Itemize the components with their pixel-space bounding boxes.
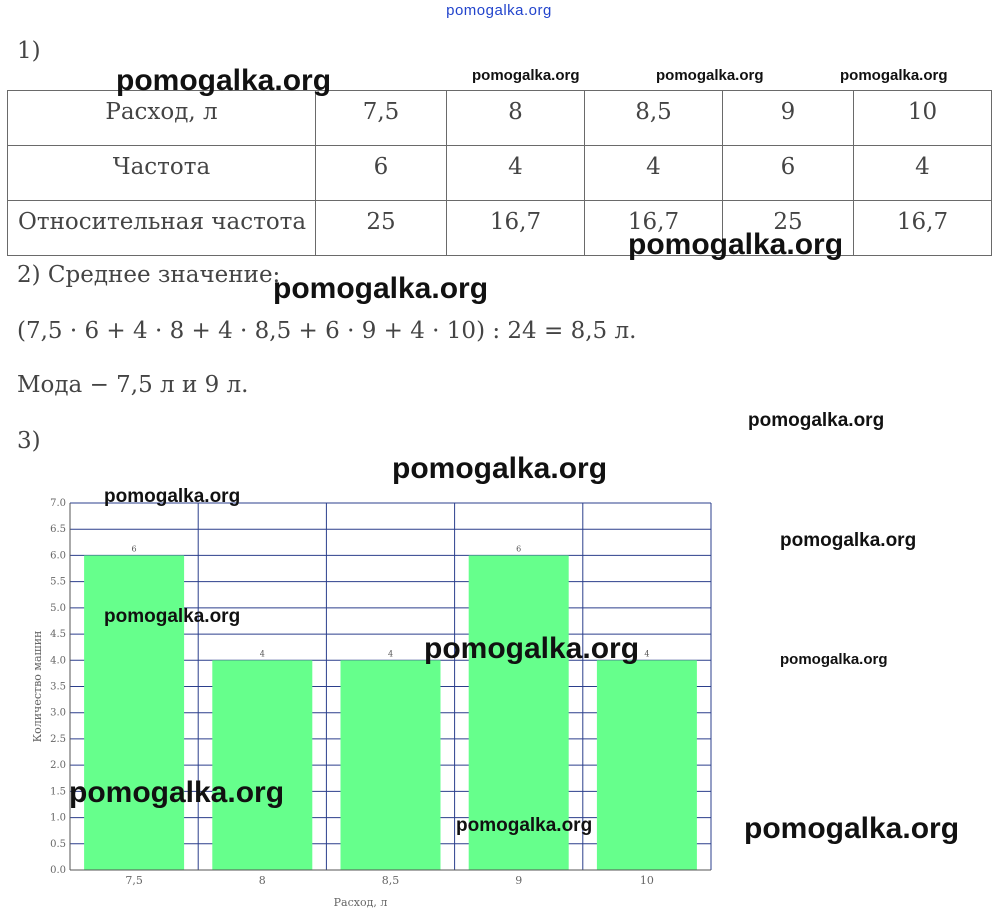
table-row-label: Частота [7,145,316,201]
watermark: pomogalka.org [780,530,917,551]
x-tick-label: 8 [259,874,266,887]
watermark: pomogalka.org [69,776,285,809]
data-label: 6 [132,544,137,553]
table-cell: 4 [584,145,723,201]
bar [596,660,697,870]
y-tick-label: 5.0 [50,603,66,614]
table-row-label: Относительная частота [7,200,316,256]
y-tick-label: 1.5 [50,786,66,797]
watermark: pomogalka.org [392,452,608,485]
y-tick-label: 2.5 [50,734,66,745]
table-cell: 4 [446,145,585,201]
watermark: pomogalka.org [840,67,948,84]
mode-line: Мода − 7,5 л и 9 л. [17,372,249,398]
watermark: pomogalka.org [424,632,640,665]
y-tick-label: 0.5 [50,839,66,850]
site-header-watermark: pomogalka.org [446,2,552,19]
watermark: pomogalka.org [472,67,580,84]
table-cell: 7,5 [315,90,447,146]
x-tick-label: 8,5 [382,874,400,887]
data-label: 4 [260,649,265,658]
table-cell: 8,5 [584,90,723,146]
mean-formula: (7,5 · 6 + 4 · 8 + 4 · 8,5 + 6 · 9 + 4 ·… [17,318,637,344]
data-label: 6 [516,544,521,553]
bar [84,555,185,870]
table-cell: 25 [315,200,447,256]
y-tick-label: 4.0 [50,655,66,666]
bar-chart-svg: 0.0 0.5 1.0 1.5 2.0 2.5 3.0 3.5 4.0 4.5 5.0 5.5 6.0 6… [31,498,712,909]
data-label: 4 [388,649,393,658]
y-tick-label: 5.5 [50,577,66,588]
table-cell: 16,7 [446,200,585,256]
table-cell: 6 [722,145,854,201]
table-cell: 6 [315,145,447,201]
part-1-number: 1) [17,38,41,64]
x-axis-label: Расход, л [334,896,388,909]
table-cell: 16,7 [584,200,723,256]
y-tick-label: 0.0 [50,865,66,876]
y-tick-label: 3.5 [50,682,66,693]
x-tick-label: 7,5 [125,874,143,887]
bar [212,660,313,870]
y-tick-label: 4.5 [50,629,66,640]
part-2-heading: 2) Среднее значение: [17,262,281,288]
watermark: pomogalka.org [628,228,844,261]
table-cell: 10 [853,90,992,146]
frequency-table: Расход, л 7,5 8 8,5 9 10 Частота 6 4 4 6 4 Относител… [7,90,992,256]
bar [340,660,441,870]
watermark: pomogalka.org [273,272,489,305]
watermark: pomogalka.org [104,606,241,627]
y-tick-label: 6.0 [50,550,66,561]
data-label: 4 [644,649,649,658]
y-tick-label: 1.0 [50,813,66,824]
table-row: Частота 6 4 4 6 4 [7,145,992,201]
bar-chart: 0.0 0.5 1.0 1.5 2.0 2.5 3.0 3.5 4.0 4.5 5.0 5.5 6.0 6… [0,490,720,924]
table-cell: 9 [722,90,854,146]
table-cell: 4 [853,145,992,201]
watermark: pomogalka.org [744,812,960,845]
y-axis-label: Количество машин [31,631,44,743]
watermark: pomogalka.org [104,486,241,507]
y-tick-label: 7.0 [50,498,66,509]
table-cell: 25 [722,200,854,256]
table-cell: 8 [446,90,585,146]
table-cell: 16,7 [853,200,992,256]
part-3-number: 3) [17,428,41,454]
watermark: pomogalka.org [780,651,888,668]
watermark: pomogalka.org [748,410,885,431]
y-tick-label: 3.0 [50,708,66,719]
x-tick-label: 9 [515,874,522,887]
y-tick-label: 2.0 [50,760,66,771]
watermark: pomogalka.org [456,815,593,836]
watermark: pomogalka.org [656,67,764,84]
table-row-label: Расход, л [7,90,316,146]
bar [468,555,569,870]
x-tick-label: 10 [640,874,654,887]
table-row: Относительная частота 25 16,7 16,7 25 16,7 [7,200,992,256]
table-row: Расход, л 7,5 8 8,5 9 10 [7,90,992,146]
y-tick-label: 6.5 [50,524,66,535]
watermark: pomogalka.org [116,64,332,97]
